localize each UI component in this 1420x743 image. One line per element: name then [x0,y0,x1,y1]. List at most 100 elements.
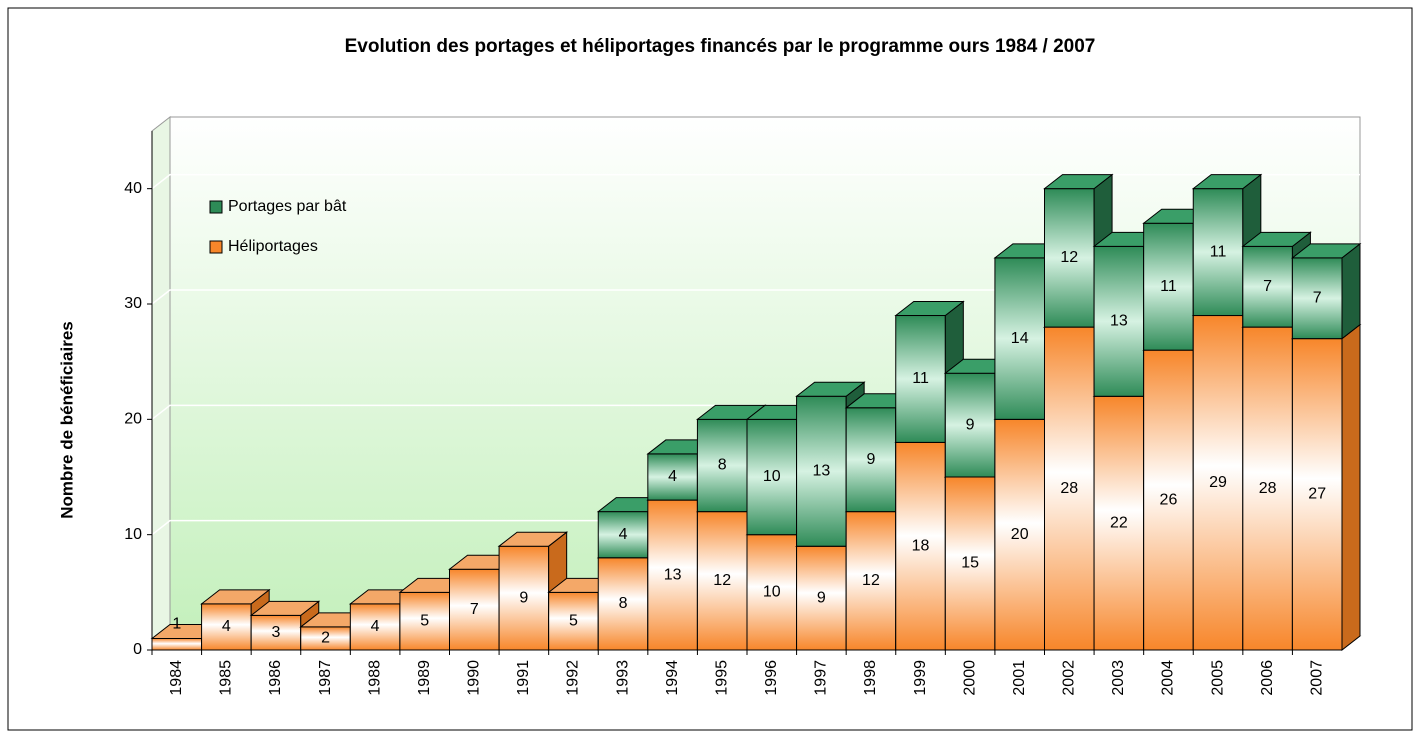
y-tick-label: 40 [124,180,142,197]
bar-segment [349,603,401,651]
data-label: 11 [1160,278,1177,295]
data-label: 28 [1060,480,1078,497]
data-label: 5 [569,612,578,629]
x-tick-label: 1984 [168,660,185,696]
bar-top [497,531,569,547]
bar-segment [1192,188,1244,317]
x-tick-label: 1991 [515,660,532,696]
data-label: 11 [912,370,929,387]
data-label: 7 [1263,278,1272,295]
y-tick-label: 20 [124,411,142,428]
legend-swatch [209,240,223,254]
data-label: 18 [912,537,930,554]
data-label: 8 [718,457,727,474]
data-label: 9 [817,589,826,606]
bar-segment [548,591,599,651]
x-tick-label: 1990 [466,660,483,696]
x-tick-label: 1998 [862,660,879,696]
x-tick-label: 1992 [565,660,582,696]
data-label: 9 [966,416,975,433]
legend-label: Héliportages [228,238,318,255]
x-tick-label: 1985 [218,660,235,696]
data-label: 27 [1308,486,1326,503]
grid-line [151,173,1360,190]
data-label: 13 [812,462,830,479]
bar-segment [944,372,996,478]
data-label: 10 [763,584,781,601]
data-label: 4 [222,618,231,635]
data-label: 14 [1011,330,1029,347]
data-label: 9 [867,451,876,468]
data-label: 7 [1313,289,1322,306]
x-tick-label: 1989 [416,660,433,696]
bar-segment [1044,326,1095,651]
bar-segment [151,637,203,651]
y-tick-label: 30 [124,295,142,312]
data-label: 3 [272,624,281,641]
side-wall [151,115,171,652]
data-label: 1 [172,616,181,633]
x-tick-label: 2000 [961,660,978,696]
data-label: 7 [470,601,479,618]
x-tick-label: 2003 [1110,660,1127,696]
bar-segment [746,418,798,536]
bar-segment [498,545,550,651]
bar-top [1043,174,1114,190]
data-label: 4 [619,526,628,543]
bar-segment [449,568,500,651]
x-tick-label: 1993 [614,660,631,696]
data-label: 20 [1011,526,1029,543]
data-label: 5 [420,612,429,629]
bar-segment [1093,395,1145,651]
bar-segment [944,476,996,651]
bar-segment [1143,222,1194,351]
bar-top [1290,243,1362,259]
x-tick-label: 1988 [366,660,383,696]
legend-swatch [209,200,223,214]
bar-segment [994,257,1046,420]
bar-segment [845,511,897,651]
data-label: 22 [1110,514,1128,531]
bar-segment [647,453,698,501]
y-axis-label: Nombre de bénéficiaires [57,321,76,518]
bar-top [894,301,965,317]
x-tick-label: 1995 [713,660,730,696]
data-label: 13 [1110,313,1128,330]
data-label: 12 [862,572,880,589]
x-tick-label: 1999 [912,660,929,696]
x-tick-label: 2002 [1061,660,1078,696]
bar-segment [597,557,649,651]
bar-segment [1192,315,1244,651]
bar-segment [696,511,748,651]
y-tick-label: 0 [133,641,142,658]
x-tick-label: 2006 [1259,660,1276,696]
bar-side [1341,323,1361,652]
bar-segment [1242,326,1293,651]
bar-top [249,600,321,616]
bar-segment [1242,245,1293,328]
bar-side [1341,242,1361,340]
data-label: 26 [1160,491,1178,508]
data-label: 29 [1209,474,1227,491]
x-tick-label: 1986 [267,660,284,696]
data-label: 4 [668,468,677,485]
x-tick-label: 1996 [763,660,780,696]
chart-title: Evolution des portages et héliportages f… [345,36,1096,57]
x-tick-label: 2004 [1160,660,1177,696]
data-label: 10 [763,468,781,485]
bar-segment [1143,349,1194,651]
bar-top [200,589,271,605]
bar-segment [201,603,252,651]
data-label: 8 [619,595,628,612]
data-label: 13 [664,566,682,583]
data-label: 11 [1210,243,1227,260]
data-label: 9 [519,589,528,606]
bar-segment [597,511,649,559]
bar-segment [895,441,946,651]
x-tick-label: 2007 [1308,660,1325,696]
data-label: 12 [1060,249,1078,266]
legend-label: Portages par bât [228,198,347,215]
grid-line [151,289,1360,305]
bar-segment [647,499,698,651]
data-label: 4 [371,618,380,635]
